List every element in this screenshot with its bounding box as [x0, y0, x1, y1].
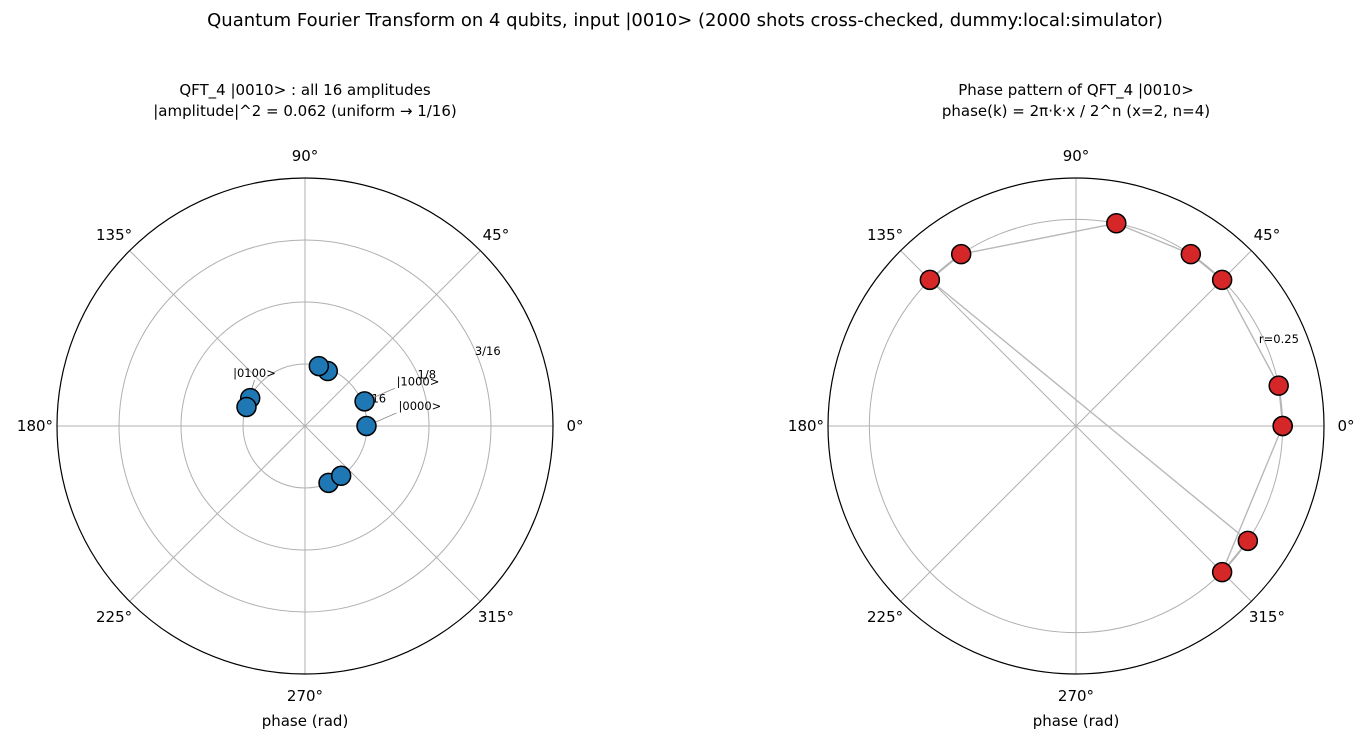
angle-tick-label: 0°: [566, 417, 583, 435]
angle-tick-label: 270°: [1058, 687, 1094, 705]
state-annotation: |1000>: [397, 374, 440, 388]
radial-tick-label: 3/16: [475, 344, 501, 358]
angle-tick-label: 315°: [1249, 608, 1285, 626]
chart-1-xlabel: phase (rad): [262, 712, 349, 730]
amplitude-point: [919, 269, 941, 291]
polar-frame: [827, 177, 1325, 675]
amplitude-point: [354, 391, 375, 412]
amplitude-point: [1211, 269, 1233, 291]
radial-tick-label: r=0.25: [1259, 332, 1299, 346]
angle-tick-label: 315°: [478, 608, 514, 626]
chart-1-title-line2: |amplitude|^2 = 0.062 (uniform → 1/16): [153, 102, 456, 120]
amplitude-point: [1180, 243, 1202, 265]
amplitude-point: [1268, 375, 1289, 396]
amplitude-point: [308, 355, 330, 377]
chart-2-title-line1: Phase pattern of QFT_4 |0010>: [958, 81, 1194, 100]
amplitude-point: [236, 396, 257, 418]
chart-2-tick-labels: r=0.25 0° 45° 90° 135° 180° 225° 270° 315°: [788, 147, 1355, 705]
state-annotation: |0000>: [399, 399, 442, 413]
angle-tick-label: 135°: [96, 226, 132, 244]
chart-1-annotations: |0000> |1000> |0100>: [233, 366, 442, 427]
chart-2-points: [919, 213, 1293, 583]
amplitude-point: [356, 415, 377, 437]
chart-1-grid: [56, 177, 554, 675]
angle-tick-label: 225°: [867, 608, 903, 626]
angle-tick-label: 90°: [292, 147, 319, 165]
angle-tick-label: 180°: [17, 417, 53, 435]
amplitude-point: [1211, 561, 1233, 583]
polar-chart-phase: Phase pattern of QFT_4 |0010> phase(k) =…: [788, 81, 1355, 730]
radial-tick-label: 1/8: [418, 368, 437, 382]
angle-tick-label: 45°: [483, 226, 510, 244]
phase-connecting-line: [928, 222, 1284, 573]
amplitude-point: [330, 465, 352, 487]
amplitude-point: [1106, 213, 1127, 234]
angle-tick-label: 270°: [287, 687, 323, 705]
chart-1-title-line1: QFT_4 |0010> : all 16 amplitudes: [179, 81, 430, 100]
chart-2-title-line2: phase(k) = 2π·k·x / 2^n (x=2, n=4): [942, 102, 1210, 120]
polar-frame: [56, 177, 554, 675]
angle-tick-label: 45°: [1254, 226, 1281, 244]
angle-tick-label: 180°: [788, 417, 824, 435]
ring-gridline: [118, 239, 492, 613]
ring-gridline: [180, 301, 430, 551]
chart-2-xlabel: phase (rad): [1033, 712, 1120, 730]
angle-tick-label: 225°: [96, 608, 132, 626]
chart-1-points: [236, 355, 377, 494]
polar-chart-amplitudes: QFT_4 |0010> : all 16 amplitudes |amplit…: [17, 81, 584, 730]
chart-2-grid: [827, 177, 1325, 675]
chart-2-connecting-line: [928, 222, 1284, 573]
amplitude-point: [1272, 415, 1293, 437]
angle-tick-label: 0°: [1337, 417, 1354, 435]
angle-tick-label: 135°: [867, 226, 903, 244]
angle-tick-label: 90°: [1063, 147, 1090, 165]
state-annotation: |0100>: [233, 366, 276, 380]
amplitude-point: [1237, 530, 1259, 552]
amplitude-point: [950, 243, 972, 265]
figure-suptitle: Quantum Fourier Transform on 4 qubits, i…: [207, 10, 1163, 31]
radial-gridline: [900, 425, 1077, 602]
